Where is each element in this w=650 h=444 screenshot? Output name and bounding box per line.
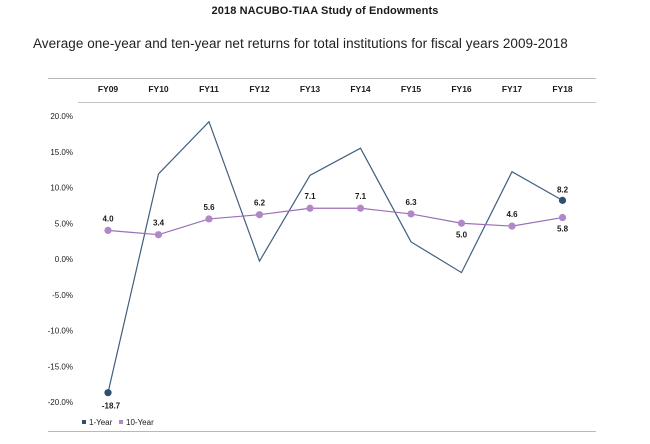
series-marker-10-year [558, 213, 567, 222]
data-label-10-year: 4.0 [102, 214, 114, 223]
x-tick-label: FY17 [502, 84, 523, 94]
legend-label-1-year: 1-Year [89, 418, 113, 427]
series-marker-10-year [457, 219, 466, 227]
y-tick-label: -15.0% [48, 362, 73, 371]
data-label-10-year: 5.0 [456, 230, 468, 239]
x-tick-label: FY11 [199, 84, 219, 94]
y-tick-label: 0.0% [55, 255, 73, 264]
series-line-1-year [107, 120, 563, 393]
chart-title: Average one-year and ten-year net return… [33, 36, 568, 51]
y-tick-label: 15.0% [50, 148, 73, 157]
x-tick-label: FY12 [249, 84, 270, 94]
series-marker-10-year [154, 231, 163, 239]
data-label-1-year: -18.7 [102, 402, 121, 411]
x-tick-label: FY10 [148, 84, 169, 94]
data-label-10-year: 6.2 [254, 199, 266, 208]
series-marker-10-year [508, 222, 516, 230]
y-axis-labels: 20.0% 15.0% 10.0% 5.0% 0.0% -5.0% -10.0% -15.0%… [48, 112, 73, 407]
data-labels: -18.7 8.2 4.0 3.4 5.6 6.2 7.1 7.1 6.3 5.0 4.6 5.8 [102, 185, 569, 410]
data-label-10-year: 6.3 [405, 198, 417, 207]
series-line-10-year [107, 207, 563, 236]
data-label-10-year: 7.1 [355, 192, 367, 201]
series-marker-10-year [205, 215, 213, 223]
y-tick-label: 5.0% [55, 219, 73, 228]
y-tick-label: 10.0% [50, 184, 73, 193]
legend-label-10-year: 10-Year [126, 418, 154, 427]
data-label-10-year: 4.6 [506, 210, 518, 219]
x-tick-label: FY15 [401, 84, 422, 94]
legend: 1-Year 10-Year [82, 418, 154, 427]
y-tick-label: 20.0% [50, 112, 73, 121]
x-tick-label: FY18 [552, 84, 573, 94]
x-tick-label: FY14 [350, 84, 371, 94]
x-tick-label: FY09 [98, 84, 119, 94]
series-marker-10-year [104, 226, 112, 234]
x-axis-labels: FY09 FY10 FY11 FY12 FY13 FY14 FY15 FY16 FY17 FY18 [98, 84, 573, 94]
series-marker-10-year [407, 210, 415, 218]
data-label-10-year: 5.6 [203, 203, 215, 212]
chart-frame [48, 78, 596, 432]
y-tick-label: -20.0% [48, 398, 73, 407]
x-tick-label: FY13 [300, 84, 321, 94]
data-label-1-year: 8.2 [557, 185, 569, 194]
series-markers [104, 196, 567, 397]
y-tick-label: -5.0% [52, 291, 73, 300]
x-tick-label: FY16 [451, 84, 472, 94]
legend-swatch-1-year [82, 420, 86, 424]
report-header: 2018 NACUBO-TIAA Study of Endowments [211, 5, 439, 17]
y-tick-label: -10.0% [48, 327, 73, 336]
data-label-10-year: 5.8 [557, 225, 569, 234]
series-marker-10-year [255, 211, 264, 219]
data-label-10-year: 3.4 [153, 219, 165, 228]
series-lines [107, 120, 563, 393]
legend-swatch-10-year [119, 420, 123, 424]
series-marker-10-year [356, 204, 365, 212]
series-marker-10-year [306, 204, 314, 212]
series-marker-1-year [558, 196, 567, 204]
data-label-10-year: 7.1 [304, 192, 316, 201]
series-marker-1-year [104, 389, 112, 397]
